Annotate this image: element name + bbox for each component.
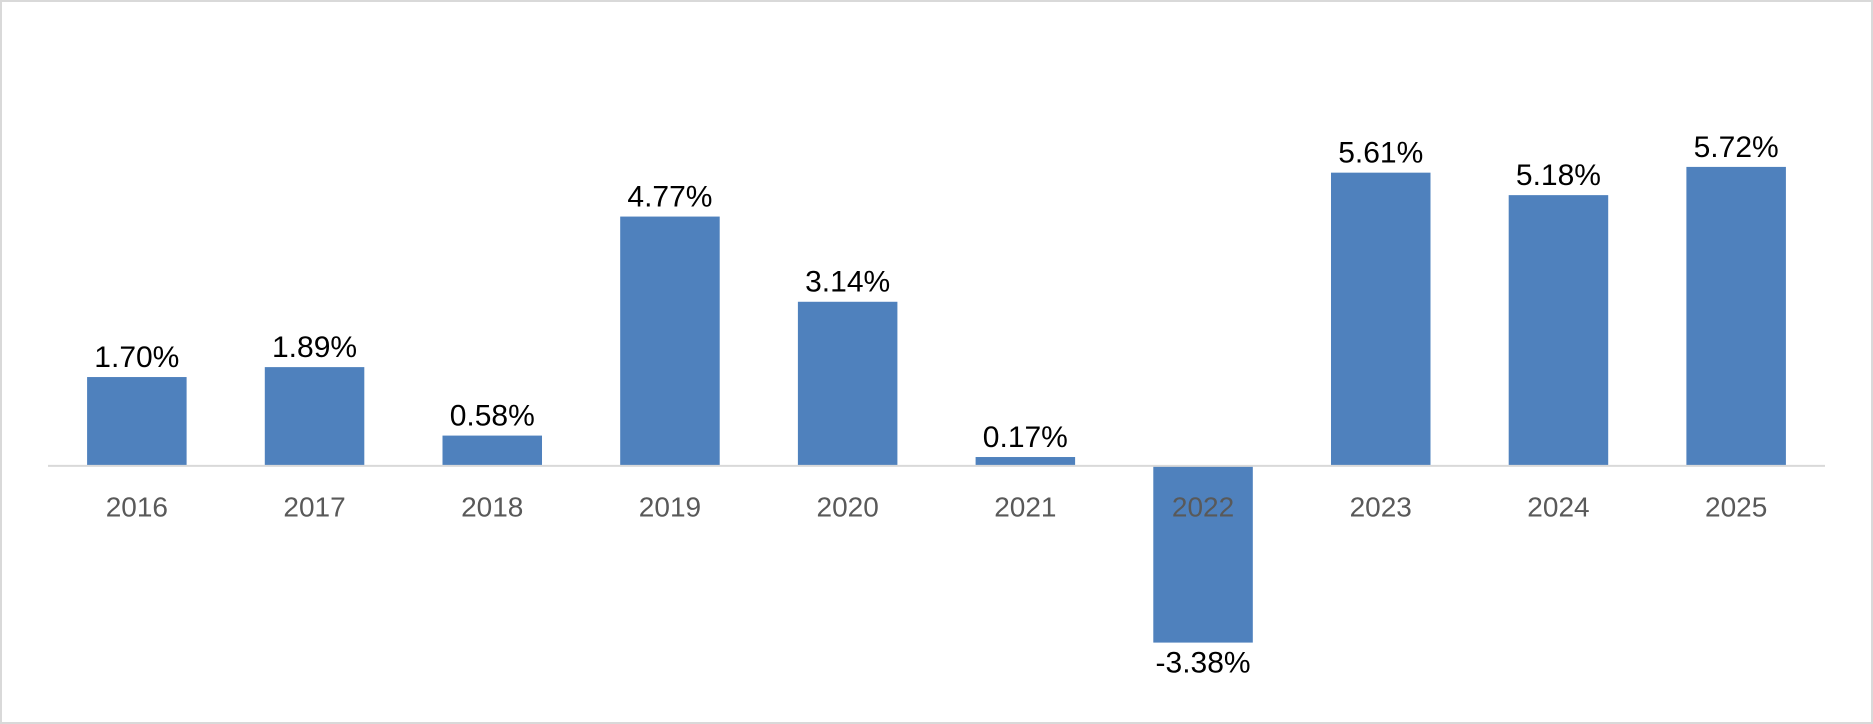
bar <box>264 367 365 466</box>
bar <box>797 301 898 466</box>
data-label: 5.72% <box>1694 131 1779 164</box>
bar <box>1330 172 1431 466</box>
data-label: 4.77% <box>627 180 712 213</box>
data-label: 5.18% <box>1516 159 1601 192</box>
x-tick-label: 2020 <box>817 491 879 522</box>
bar <box>620 216 720 466</box>
x-tick-label: 2025 <box>1705 491 1767 522</box>
bar <box>87 377 187 466</box>
data-label: -3.38% <box>1156 647 1251 680</box>
x-tick-label: 2016 <box>106 491 168 522</box>
data-label: 1.89% <box>272 331 357 364</box>
x-tick-label: 2018 <box>461 491 523 522</box>
x-tick-label: 2021 <box>994 491 1056 522</box>
bar <box>442 435 543 466</box>
data-label: 1.70% <box>94 341 179 374</box>
data-label: 3.14% <box>805 266 890 299</box>
x-tick-label: 2022 <box>1172 491 1234 522</box>
bar <box>1153 465 1253 643</box>
x-tick-label: 2017 <box>283 491 345 522</box>
x-tick-label: 2019 <box>639 491 701 522</box>
bar <box>1686 166 1786 466</box>
data-label: 5.61% <box>1338 137 1423 170</box>
x-tick-label: 2023 <box>1350 491 1412 522</box>
bar <box>975 457 1076 466</box>
x-tick-label: 2024 <box>1527 491 1589 522</box>
data-label: 0.17% <box>983 421 1068 454</box>
bar <box>1508 195 1609 466</box>
data-label: 0.58% <box>450 400 535 433</box>
